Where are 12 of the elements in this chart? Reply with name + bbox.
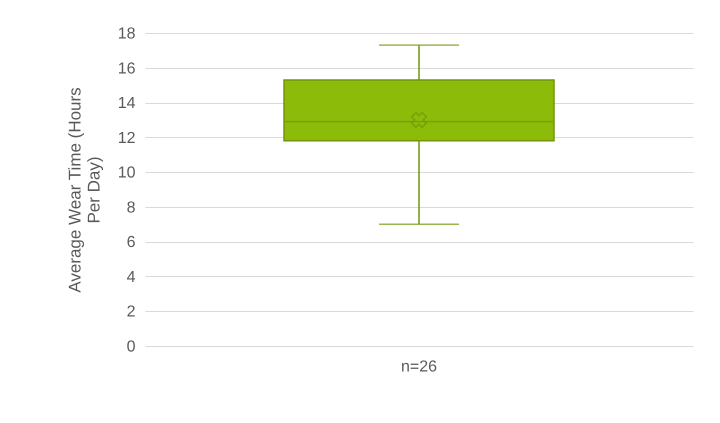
y-tick-label: 16 bbox=[118, 60, 136, 78]
y-tick-label: 2 bbox=[126, 304, 136, 321]
y-tick-label: 12 bbox=[118, 130, 136, 147]
y-tick-label: 10 bbox=[118, 164, 136, 182]
y-tick-label: 8 bbox=[126, 199, 136, 216]
y-tick-label: 4 bbox=[126, 268, 136, 286]
y-tick-label: 6 bbox=[126, 234, 136, 252]
x-tick-label: n=26 bbox=[400, 358, 438, 376]
y-axis-title: Average Wear Time (Hours Per Day) bbox=[66, 87, 104, 293]
y-tick-label: 0 bbox=[126, 338, 136, 356]
y-tick-label: 18 bbox=[118, 26, 136, 42]
y-tick-label: 14 bbox=[118, 95, 136, 112]
